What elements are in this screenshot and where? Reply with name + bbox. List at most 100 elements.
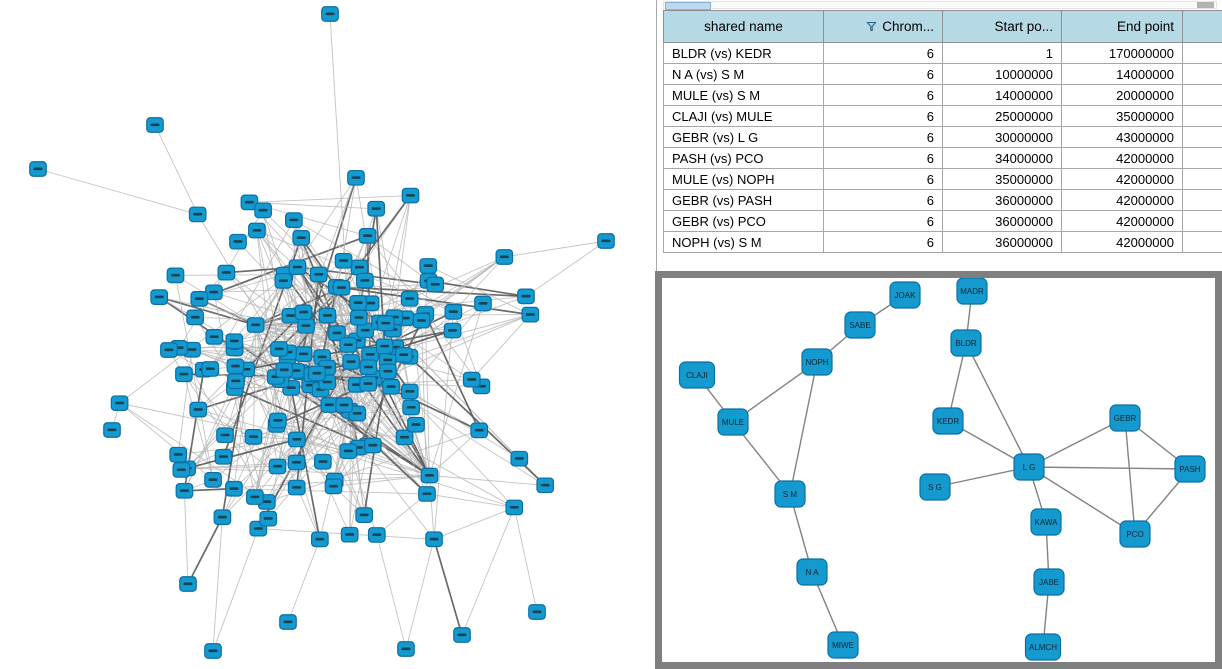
network-node[interactable] — [274, 273, 293, 289]
network-node[interactable] — [254, 202, 272, 219]
network-node[interactable] — [172, 462, 191, 478]
network-node[interactable] — [229, 233, 247, 250]
network-node[interactable] — [597, 233, 615, 249]
network-node[interactable] — [462, 371, 481, 388]
table-cell[interactable]: 1 — [942, 42, 1062, 64]
network-node[interactable] — [150, 289, 169, 305]
table-cell[interactable]: 6 — [823, 42, 943, 64]
table-cell[interactable]: 14000000 — [1061, 63, 1183, 85]
network-node[interactable] — [169, 446, 188, 463]
network-node[interactable] — [287, 431, 306, 448]
table-cell[interactable]: 35000000 — [942, 168, 1062, 190]
table-cell[interactable]: 9.9 — [1182, 231, 1222, 253]
column-header-end-point[interactable]: End point — [1061, 10, 1183, 43]
network-node[interactable] — [397, 641, 415, 657]
network-node[interactable] — [342, 354, 360, 370]
network-node[interactable] — [217, 264, 236, 281]
network-node-almch[interactable]: ALMCH — [1024, 633, 1062, 661]
column-header-genetic[interactable]: Genetic... — [1182, 10, 1222, 43]
network-edge-lg-pco[interactable] — [1028, 466, 1136, 535]
table-cell[interactable]: 16.9 — [1182, 126, 1222, 148]
column-header-start-po[interactable]: Start po... — [942, 10, 1062, 43]
table-row[interactable]: PASH (vs) PCO6340000004200000011.4 — [663, 147, 1222, 169]
network-node[interactable] — [160, 342, 178, 358]
network-node[interactable] — [292, 230, 311, 246]
network-edge-gebr-pco[interactable] — [1124, 417, 1136, 535]
network-node[interactable] — [318, 307, 337, 324]
table-row[interactable]: GEBR (vs) PASH636000000420000008.9 — [663, 189, 1222, 211]
network-node-sabe[interactable]: SABE — [844, 311, 876, 339]
table-cell[interactable]: 42000000 — [1061, 231, 1183, 253]
network-node[interactable] — [308, 365, 326, 382]
network-node[interactable] — [294, 304, 313, 321]
network-node[interactable] — [425, 531, 443, 548]
network-node-pco[interactable]: PCO — [1119, 520, 1151, 548]
network-node[interactable] — [216, 427, 234, 444]
network-node[interactable] — [110, 395, 129, 412]
network-node[interactable] — [297, 317, 315, 334]
network-node[interactable] — [175, 366, 193, 383]
network-edge-noph-sm[interactable] — [789, 361, 818, 495]
network-edge-bldr-lg[interactable] — [965, 342, 1030, 468]
network-node[interactable] — [285, 212, 303, 228]
network-node[interactable] — [401, 187, 420, 204]
table-cell[interactable]: CLAJI (vs) MULE — [663, 105, 824, 127]
table-row[interactable]: GEBR (vs) L G6300000004300000016.9 — [663, 126, 1222, 148]
network-node[interactable] — [269, 412, 287, 429]
network-node[interactable] — [418, 486, 436, 502]
network-node[interactable] — [246, 489, 264, 505]
hairball-network-canvas[interactable] — [0, 0, 655, 669]
network-node[interactable] — [340, 526, 359, 543]
network-node[interactable] — [226, 358, 245, 375]
table-cell[interactable]: 6 — [823, 105, 943, 127]
table-cell[interactable]: 6 — [823, 168, 943, 190]
table-row[interactable]: CLAJI (vs) MULE625000000350000005.9 — [663, 105, 1222, 127]
table-cell[interactable]: NOPH (vs) S M — [663, 231, 824, 253]
table-cell[interactable]: 30000000 — [942, 126, 1062, 148]
network-node[interactable] — [314, 453, 332, 470]
network-edge-sg-lg[interactable] — [934, 466, 1030, 488]
table-cell[interactable]: 35000000 — [1061, 105, 1183, 127]
network-node[interactable] — [332, 279, 351, 296]
network-node[interactable] — [175, 482, 194, 499]
column-header-shared-name[interactable]: shared name — [663, 10, 824, 43]
network-node[interactable] — [400, 383, 419, 400]
table-cell[interactable]: 14000000 — [942, 84, 1062, 106]
network-node[interactable] — [364, 437, 382, 454]
network-node[interactable] — [205, 329, 224, 345]
network-node[interactable] — [339, 337, 358, 353]
network-edge-lg-gebr[interactable] — [1028, 417, 1126, 468]
table-cell[interactable]: 36000000 — [942, 210, 1062, 232]
network-node[interactable] — [420, 467, 439, 484]
network-node[interactable] — [248, 222, 266, 239]
table-cell[interactable]: 6 — [823, 63, 943, 85]
table-cell[interactable]: 192.0 — [1182, 42, 1222, 64]
table-cell[interactable]: 6 — [823, 231, 943, 253]
network-node[interactable] — [270, 341, 288, 357]
network-node[interactable] — [367, 200, 386, 217]
table-cell[interactable]: 6 — [823, 189, 943, 211]
table-row[interactable]: BLDR (vs) KEDR61170000000192.0 — [663, 42, 1222, 64]
network-node[interactable] — [347, 169, 365, 186]
network-node[interactable] — [356, 272, 374, 289]
table-row[interactable]: MULE (vs) S M614000000200000007.5 — [663, 84, 1222, 106]
network-node[interactable] — [146, 117, 164, 133]
network-node-n-a[interactable]: N A — [796, 558, 828, 586]
network-node[interactable] — [188, 206, 207, 223]
network-node-joak[interactable]: JOAK — [889, 281, 921, 309]
network-node-kawa[interactable]: KAWA — [1030, 508, 1062, 536]
table-cell[interactable]: GEBR (vs) PASH — [663, 189, 824, 211]
table-cell[interactable]: 8.4 — [1182, 210, 1222, 232]
network-node-s-m[interactable]: S M — [774, 480, 806, 508]
network-node[interactable] — [275, 362, 294, 378]
network-node[interactable] — [359, 375, 377, 392]
table-cell[interactable]: 42000000 — [1061, 210, 1183, 232]
table-cell[interactable]: MULE (vs) NOPH — [663, 168, 824, 190]
network-node[interactable] — [246, 317, 265, 333]
network-node[interactable] — [375, 338, 394, 355]
network-node-mule[interactable]: MULE — [717, 408, 749, 436]
network-node[interactable] — [355, 507, 374, 523]
network-node-bldr[interactable]: BLDR — [950, 329, 982, 357]
network-node[interactable] — [179, 576, 197, 592]
table-cell[interactable]: GEBR (vs) L G — [663, 126, 824, 148]
